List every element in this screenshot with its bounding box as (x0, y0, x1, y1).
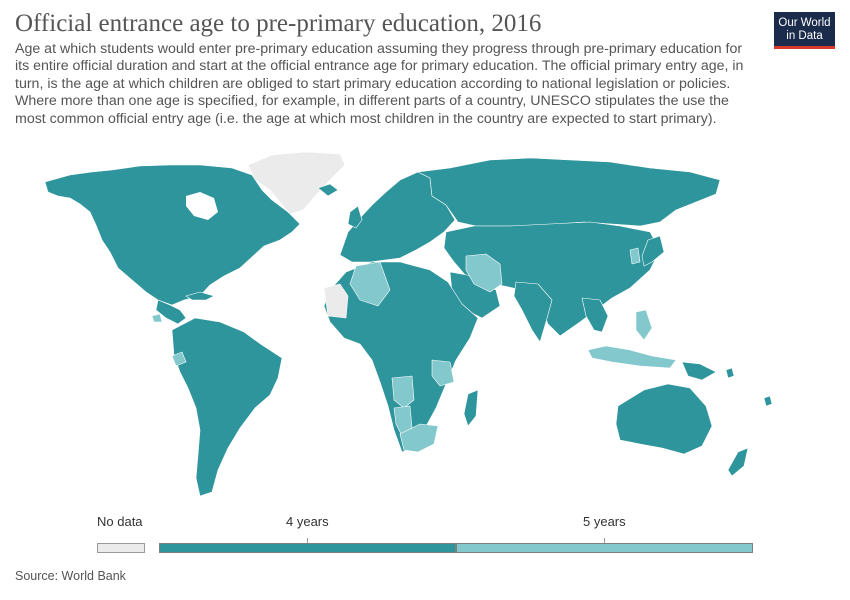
region-south-africa[interactable] (399, 423, 439, 453)
world-map (44, 151, 773, 497)
legend-tick-4 (307, 538, 308, 543)
region-japan[interactable] (641, 235, 665, 267)
region-madagascar[interactable] (463, 389, 479, 427)
region-southeast-asia[interactable] (581, 297, 609, 333)
region-australia[interactable] (615, 383, 713, 455)
region-philippines[interactable] (635, 309, 653, 341)
region-uk[interactable] (347, 205, 363, 229)
region-guatemala[interactable] (151, 313, 163, 323)
region-russia[interactable] (417, 157, 721, 227)
legend-bin-4-label: 4 years (286, 514, 329, 529)
source-note: Source: World Bank (15, 569, 126, 583)
region-india[interactable] (513, 281, 553, 343)
region-africa[interactable] (323, 261, 479, 453)
legend-no-data-label: No data (97, 514, 143, 529)
region-tanzania[interactable] (431, 359, 455, 387)
legend-bin-5-swatch[interactable] (456, 543, 753, 553)
region-central-america[interactable] (155, 299, 187, 325)
region-png[interactable] (681, 361, 717, 381)
logo-line-2: in Data (786, 30, 823, 42)
region-algeria[interactable] (349, 261, 391, 307)
region-angola[interactable] (391, 375, 415, 409)
logo-line-1: Our World (778, 17, 831, 29)
region-greenland[interactable] (247, 151, 346, 215)
chart-subtitle: Age at which students would enter pre-pr… (15, 41, 744, 127)
region-ecuador[interactable] (171, 351, 187, 367)
region-korea[interactable] (629, 247, 641, 265)
region-pacific-islands[interactable] (725, 367, 773, 407)
legend-tick-5 (604, 538, 605, 543)
chart-title: Official entrance age to pre-primary edu… (15, 10, 542, 37)
region-indonesia[interactable] (587, 345, 677, 369)
owid-logo[interactable]: Our World in Data (774, 12, 835, 49)
legend-no-data-swatch[interactable] (97, 543, 145, 553)
legend-bin-4-swatch[interactable] (159, 543, 456, 553)
region-cuba[interactable] (185, 291, 215, 301)
region-western-sahara[interactable] (323, 283, 349, 319)
legend-bin-5-label: 5 years (583, 514, 626, 529)
water-hudson-bay (186, 192, 218, 220)
region-south-america[interactable] (171, 317, 283, 497)
region-iran[interactable] (465, 253, 503, 293)
region-iceland[interactable] (317, 183, 339, 197)
region-north-america[interactable] (44, 164, 301, 306)
region-new-zealand[interactable] (727, 447, 749, 477)
